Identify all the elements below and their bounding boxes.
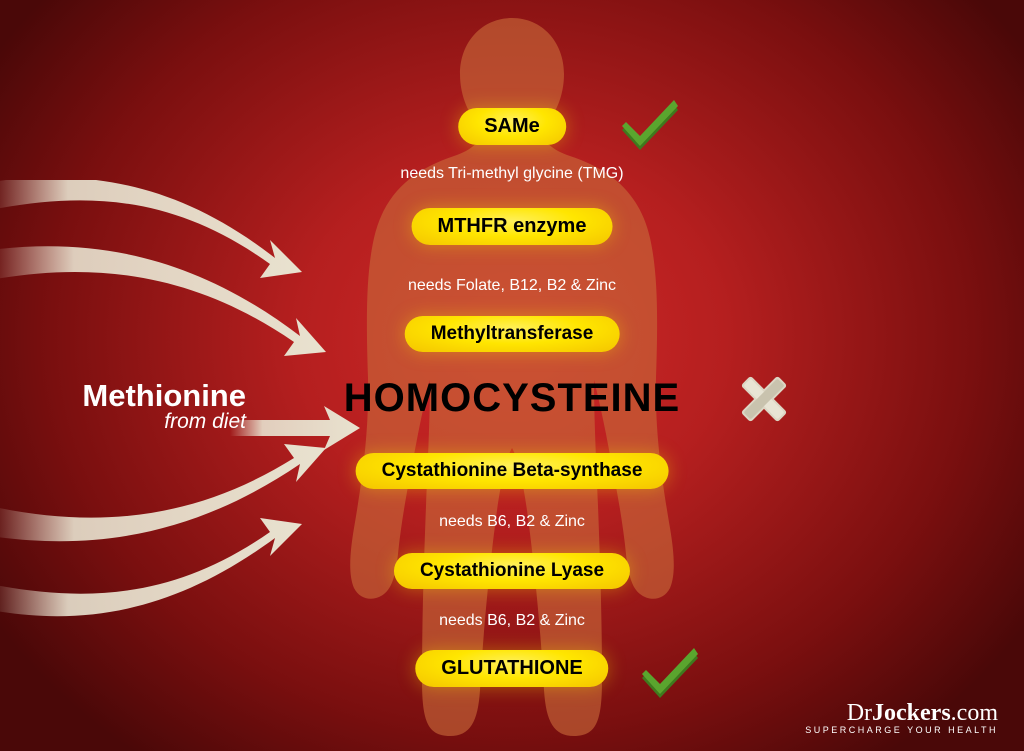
nutrient-caption: needs B6, B2 & Zinc [439,513,585,531]
pathway-pill: MTHFR enzyme [412,208,613,245]
x-mark-icon [735,370,793,428]
brand-tagline: SUPERCHARGE YOUR HEALTH [805,725,998,735]
pathway-pill: Cystathionine Beta-synthase [356,453,669,489]
pathway-pill: SAMe [458,108,566,145]
input-label: Methionine from diet [36,378,246,434]
brand-name: DrJockers.com [805,700,998,727]
pathway-pill: Cystathionine Lyase [394,553,630,589]
input-title: Methionine [36,378,246,414]
nutrient-caption: needs Folate, B12, B2 & Zinc [408,277,616,295]
pathway-pill: Methyltransferase [405,316,620,352]
check-icon [640,644,700,698]
center-title: HOMOCYSTEINE [344,376,680,421]
nutrient-caption: needs Tri-methyl glycine (TMG) [400,165,623,183]
pathway-pill: GLUTATHIONE [415,650,608,687]
nutrient-caption: needs B6, B2 & Zinc [439,612,585,630]
check-icon [620,96,680,150]
brand-watermark: DrJockers.com SUPERCHARGE YOUR HEALTH [805,700,998,735]
